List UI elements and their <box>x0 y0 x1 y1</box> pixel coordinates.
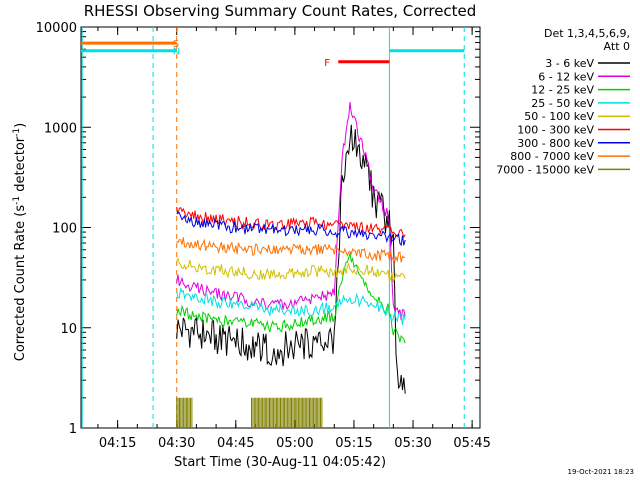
x-tick-label: 05:45 <box>453 436 490 451</box>
series-group <box>176 102 406 428</box>
y-axis-label-sup2: -1 <box>12 128 22 137</box>
legend-label: 25 - 50 keV <box>531 97 594 110</box>
legend-label: 6 - 12 keV <box>538 70 594 83</box>
state-annotations: SN F <box>81 39 465 69</box>
y-tick-label: 100 <box>52 222 77 237</box>
y-axis-label-end: ) <box>13 123 28 128</box>
y-tick-label: 10 <box>60 322 77 337</box>
chart-title: RHESSI Observing Summary Count Rates, Co… <box>84 2 477 20</box>
y-tick-label: 10000 <box>36 21 77 36</box>
plot-frame <box>80 26 481 429</box>
series-line <box>176 237 406 264</box>
y-axis-label-main: Corrected Count Rate (s <box>13 205 28 362</box>
series-line <box>176 211 406 247</box>
legend-header-line2: Att 0 <box>604 40 630 53</box>
x-tick-label: 05:00 <box>276 436 313 451</box>
legend-label: 800 - 7000 keV <box>510 150 594 163</box>
y-axis-label-sup1: -1 <box>12 196 22 205</box>
y-tick-label: 1 <box>69 422 77 437</box>
series-line <box>176 257 406 283</box>
series-line <box>176 206 406 239</box>
x-axis-label: Start Time (30-Aug-11 04:05:42) <box>174 455 386 470</box>
legend-header-line1: Det 1,3,4,5,6,9, <box>544 27 630 40</box>
series-line <box>176 397 323 428</box>
y-axis-label-mid: detector <box>13 136 28 196</box>
y-axis-label: Corrected Count Rate (s-1 detector-1) <box>12 123 28 361</box>
series-line <box>176 253 406 344</box>
plot-border <box>80 26 481 429</box>
legend-label: 12 - 25 keV <box>531 84 594 97</box>
y-tick-label: 1000 <box>44 121 77 136</box>
state-label: F <box>324 58 330 69</box>
series-line <box>176 102 406 321</box>
x-tick-label: 04:30 <box>158 436 195 451</box>
x-tick-label: 05:30 <box>394 436 431 451</box>
x-tick-label: 04:45 <box>217 436 254 451</box>
series-line <box>176 288 406 325</box>
generation-timestamp: 19-Oct-2021 18:23 <box>568 468 634 476</box>
state-label: N <box>173 47 180 58</box>
legend-label: 50 - 100 keV <box>524 110 594 123</box>
axis-ticks: 04:15 04:30 04:45 05:00 05:15 05:30 05:45 1 10 10… <box>36 21 491 451</box>
x-tick-label: 05:15 <box>335 436 372 451</box>
series-line <box>176 124 406 394</box>
x-tick-label: 04:15 <box>99 436 136 451</box>
legend-label: 100 - 300 keV <box>517 124 594 137</box>
state-label: S <box>173 39 179 50</box>
legend-label: 3 - 6 keV <box>545 57 594 70</box>
legend-label: 300 - 800 keV <box>517 137 594 150</box>
legend-label: 7000 - 15000 keV <box>496 163 594 176</box>
